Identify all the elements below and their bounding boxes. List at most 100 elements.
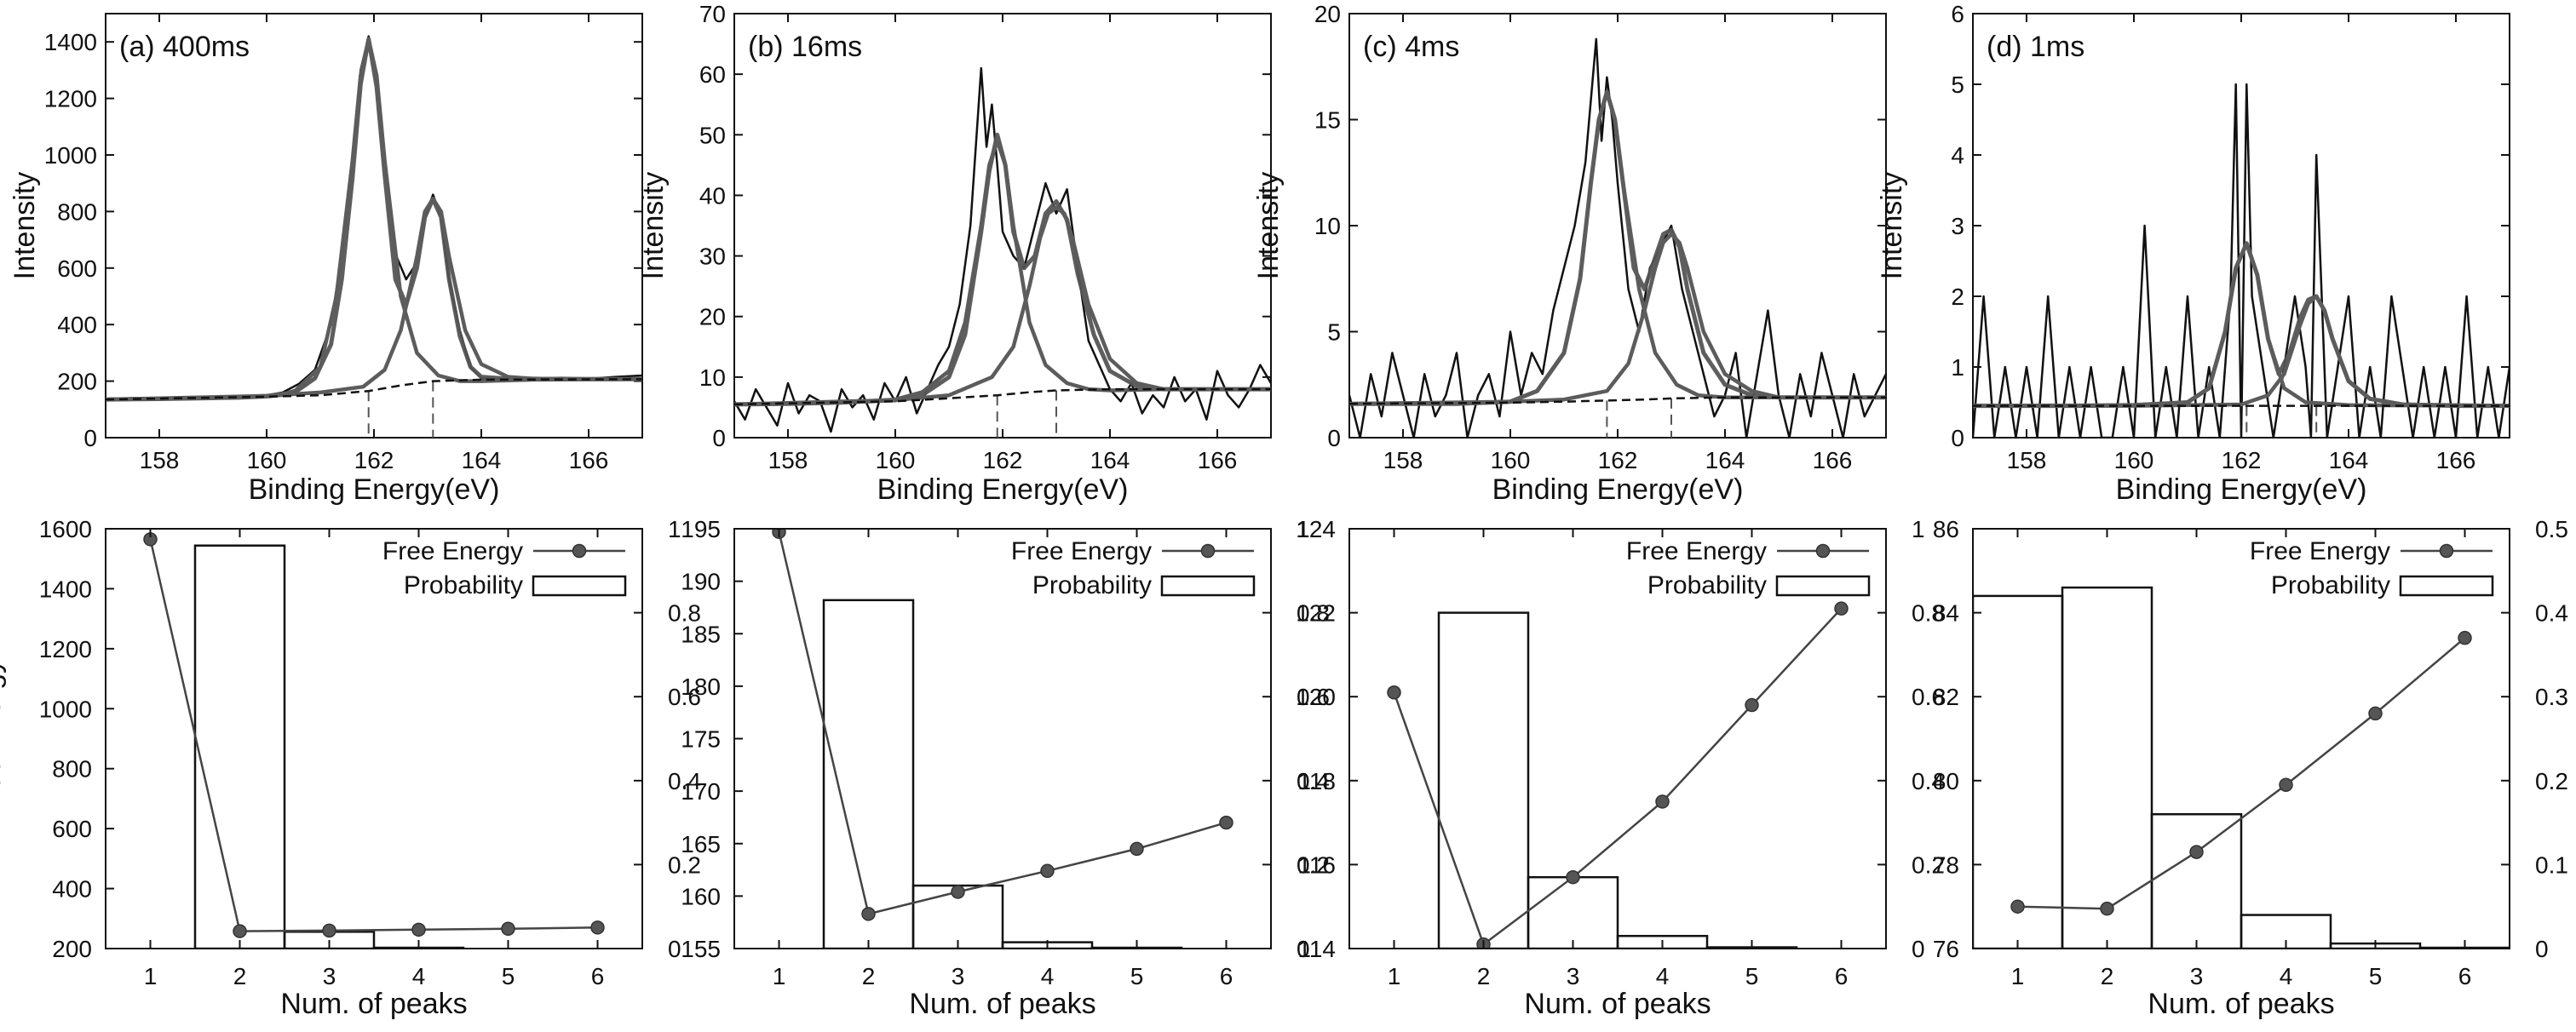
y-tick-label: 0 — [712, 425, 726, 451]
y-tick-label: 155 — [681, 936, 721, 962]
x-tick-label: 162 — [354, 447, 394, 473]
free-energy-point — [951, 885, 965, 899]
legend-label-probability: Probability — [404, 571, 523, 599]
series-measured — [734, 66, 1271, 433]
free-energy-point — [2100, 901, 2114, 916]
y-tick-label: 1200 — [39, 636, 92, 662]
y-tick-label: 400 — [57, 312, 97, 338]
x-axis-label: Num. of peaks — [1524, 988, 1711, 1020]
legend-label-free-energy: Free Energy — [2250, 537, 2390, 565]
plot-area — [1387, 601, 1849, 949]
x-tick-label: 164 — [1090, 447, 1130, 473]
y2-tick-label: 0.6 — [1297, 684, 1330, 710]
free-energy-point — [233, 924, 247, 938]
free-energy-point — [2279, 777, 2293, 792]
x-axis-label: Binding Energy(eV) — [1492, 473, 1744, 506]
x-tick-label: 160 — [247, 447, 287, 473]
plot-frame — [105, 528, 643, 949]
y-tick-label: 175 — [681, 726, 721, 753]
y-tick-label: 50 — [699, 122, 726, 148]
y-tick-label: 20 — [1314, 1, 1341, 27]
y2-tick-label: 0.8 — [1297, 600, 1330, 627]
x-tick-label: 6 — [591, 963, 605, 989]
x-tick-label: 4 — [412, 963, 426, 989]
free-energy-point — [2189, 845, 2204, 859]
y-tick-label: 600 — [57, 255, 97, 282]
y-tick-label: 114 — [1297, 936, 1336, 962]
series-peak — [106, 37, 642, 402]
y-tick-label: 1200 — [44, 86, 97, 112]
probability-bar — [1973, 594, 2064, 949]
x-tick-label: 4 — [1656, 963, 1670, 989]
y-tick-label: 70 — [699, 1, 726, 27]
y-tick-label: 80 — [1933, 768, 1959, 794]
legend-bar-sample — [1160, 575, 1256, 597]
y-axis-label: Intensity — [1252, 172, 1285, 280]
x-axis-label: Num. of peaks — [2148, 988, 2334, 1020]
x-tick-label: 3 — [323, 963, 336, 989]
y-tick-label: 10 — [1314, 213, 1341, 239]
x-tick-label: 1 — [773, 963, 786, 989]
x-tick-label: 162 — [2222, 447, 2262, 473]
probability-bar — [822, 599, 915, 949]
x-tick-label: 158 — [768, 447, 808, 473]
y-tick-label: 0 — [1951, 425, 1964, 451]
x-tick-label: 160 — [2114, 447, 2154, 473]
y-tick-label: 2 — [1951, 284, 1964, 310]
probability-bar — [1437, 611, 1530, 949]
y-tick-label: 82 — [1933, 684, 1959, 710]
x-tick-label: 158 — [140, 447, 180, 473]
y-tick-label: 1 — [1951, 354, 1964, 381]
free-energy-line — [1393, 607, 1843, 947]
y-tick-label: 30 — [699, 244, 726, 270]
free-energy-line — [778, 531, 1227, 915]
panel-title: (b) 16ms — [748, 31, 862, 63]
plot-area — [1973, 586, 2510, 949]
series-fit — [106, 37, 642, 402]
x-tick-label: 160 — [1491, 447, 1531, 473]
y-tick-label: 86 — [1933, 516, 1959, 542]
plot-frame — [1348, 13, 1887, 439]
x-axis-label: Binding Energy(eV) — [877, 473, 1129, 506]
y-tick-label: 6 — [1951, 1, 1964, 27]
xps-panel-2: 158 160 162 164 166 0 5 10 15 20 (c) 4ms Binding En… — [1252, 1, 1887, 506]
y-tick-label: 600 — [52, 816, 92, 842]
plot-area — [1973, 83, 2510, 438]
y-tick-label: 15 — [1314, 107, 1341, 134]
x-tick-label: 5 — [1130, 963, 1144, 989]
y-axis-label: Intensity — [1876, 172, 1908, 280]
x-tick-label: 158 — [1383, 447, 1423, 473]
y-tick-label: 4 — [1951, 142, 1964, 169]
free-energy-point — [411, 922, 426, 937]
y2-tick-label: 1 — [1297, 516, 1310, 542]
series-background — [1349, 396, 1886, 405]
free-energy-point — [322, 923, 336, 938]
y-tick-label: 1000 — [39, 696, 92, 722]
y-tick-label: 1600 — [39, 516, 92, 542]
free-energy-point — [590, 920, 605, 935]
y-axis-label: Intensity — [637, 172, 670, 280]
legend-point-sample — [1200, 543, 1216, 559]
probability-bar — [1527, 875, 1619, 949]
free-energy-point — [2368, 706, 2383, 721]
y-tick-label: 800 — [57, 198, 97, 225]
model-selection-panel-0: 1 2 3 4 5 6 200 400 600 800 1000 1200 1400 1600 0 0.2 0.… — [0, 516, 701, 1020]
y2-tick-label: 0.2 — [1912, 851, 1945, 878]
x-tick-label: 6 — [1835, 963, 1849, 989]
y-tick-label: 5 — [1951, 72, 1964, 98]
y-tick-label: 1400 — [39, 576, 92, 602]
y2-tick-label: 0.4 — [1912, 768, 1945, 794]
x-tick-label: 164 — [2329, 447, 2369, 473]
y-tick-label: 84 — [1933, 600, 1959, 627]
plot-frame — [1972, 528, 2510, 949]
x-tick-label: 5 — [1745, 963, 1759, 989]
model-selection-panel-3: 1 2 3 4 5 6 76 78 80 82 84 86 0 0.1 0.2 0.3 0.4 0.5 Num. o… — [1933, 516, 2568, 1020]
free-energy-point — [1040, 863, 1055, 879]
y2-tick-label: 0 — [1912, 936, 1925, 962]
y2-tick-label: 0.2 — [2535, 768, 2568, 794]
legend-bar-sample — [1775, 575, 1871, 597]
free-energy-point — [1387, 685, 1401, 700]
x-axis-label: Binding Energy(eV) — [249, 473, 500, 506]
legend-label-probability: Probability — [1032, 571, 1152, 599]
